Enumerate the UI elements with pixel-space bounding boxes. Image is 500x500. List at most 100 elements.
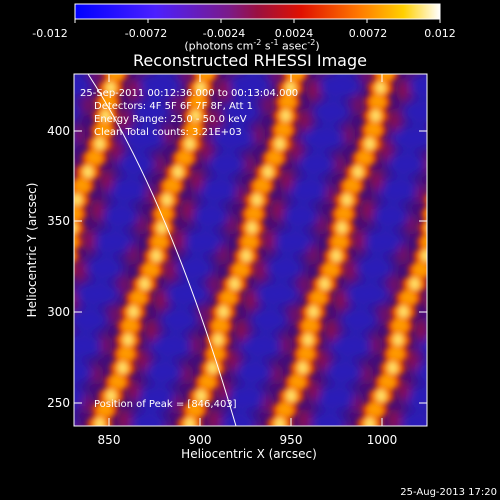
ridge-blob: [486, 78, 500, 102]
ridge-blob: [443, 94, 455, 116]
band-core: [62, 250, 70, 262]
trough-blob: [132, 99, 171, 125]
band-core: [371, 110, 380, 122]
trough-blob: [206, 151, 246, 177]
trough-blob: [480, 125, 500, 151]
band-core: [129, 306, 138, 318]
band-mid: [446, 150, 462, 166]
band-core: [174, 166, 183, 178]
band-outer: [418, 219, 427, 237]
band-mid: [452, 136, 468, 152]
ridge-blob: [315, 48, 329, 72]
trough-blob: [89, 229, 136, 255]
colorbar-tick-label: 0.0024: [274, 27, 314, 40]
ridge-blob: [306, 78, 320, 102]
band-mid: [455, 122, 471, 138]
band-mid: [365, 122, 382, 138]
band-outer: [198, 51, 224, 69]
band-core: [286, 82, 295, 94]
ridge-blob: [207, 108, 221, 132]
band-outer: [468, 51, 494, 69]
ridge-blob: [333, 288, 347, 312]
ridge-blob: [450, 198, 464, 222]
energy-range-label: Energy Range: 25.0 - 50.0 keV: [94, 114, 247, 125]
ridge-blob: [234, 318, 248, 342]
trough-blob: [74, 333, 105, 359]
band-outer: [20, 359, 46, 377]
band-core: [428, 222, 436, 234]
ridge-blob: [477, 408, 491, 432]
ridge-blob: [369, 168, 383, 192]
band-mid: [0, 430, 14, 446]
ridge-blob: [414, 318, 427, 342]
ridge-blob: [81, 228, 95, 252]
trough-blob: [175, 255, 214, 281]
ridge-blob: [280, 334, 293, 356]
ridge-blob: [225, 48, 239, 72]
band-outer: [429, 177, 455, 195]
ridge-blob: [452, 364, 464, 386]
trough-blob: [85, 255, 124, 281]
band-core: [191, 110, 200, 122]
trough-blob: [265, 255, 304, 281]
trough-blob: [489, 411, 500, 437]
band-mid: [74, 178, 90, 194]
ridge-blob: [135, 48, 149, 72]
trough-blob: [355, 255, 394, 281]
ridge-blob: [397, 244, 410, 266]
band-outer: [0, 177, 5, 195]
ridge-blob: [162, 258, 176, 282]
band-mid: [232, 262, 249, 278]
band-core: [387, 54, 395, 66]
y-tick-label: 350: [47, 214, 70, 228]
band-core: [101, 110, 110, 122]
band-mid: [86, 150, 103, 166]
trough-blob: [210, 125, 257, 151]
band-core: [17, 82, 25, 94]
trough-blob: [179, 229, 226, 255]
band-outer: [74, 248, 80, 264]
band-outer: [0, 415, 23, 433]
trough-blob: [27, 151, 65, 177]
x-tick-label: 900: [188, 433, 212, 447]
ridge-blob: [495, 48, 500, 72]
band-core: [320, 278, 329, 290]
band-mid: [117, 346, 134, 362]
ridge-blob: [27, 108, 41, 132]
trough-blob: [315, 74, 363, 99]
band-mid: [99, 94, 116, 110]
band-mid: [5, 122, 21, 138]
ridge-blob: [486, 378, 500, 402]
band-mid: [366, 402, 383, 418]
band-mid: [96, 402, 113, 418]
band-mid: [74, 220, 80, 236]
ridge-blob: [387, 408, 401, 426]
trough-blob: [308, 411, 348, 426]
ridge-blob: [144, 318, 158, 342]
band-core: [95, 138, 104, 150]
trough-blob: [163, 281, 211, 307]
band-outer: [0, 429, 19, 447]
band-mid: [0, 150, 12, 166]
band-layer: [0, 51, 494, 447]
ridge-blob: [27, 408, 41, 432]
trough-blob: [100, 203, 140, 229]
trough-blob: [370, 203, 410, 229]
axis-ticks: [74, 74, 427, 426]
ridge-blob: [45, 48, 59, 72]
band-core: [34, 334, 42, 346]
band-core: [275, 138, 284, 150]
trough-blob: [461, 203, 499, 229]
trough-blob: [234, 359, 273, 385]
band-core: [275, 418, 284, 426]
ridge-blob: [127, 244, 140, 266]
band-outer: [108, 51, 134, 69]
ridge-blob: [297, 408, 311, 426]
ridge-blob: [180, 198, 194, 222]
ridge-blob: [342, 258, 356, 282]
band-mid: [383, 52, 399, 68]
band-core: [467, 82, 475, 94]
ridge-blob: [243, 288, 257, 312]
